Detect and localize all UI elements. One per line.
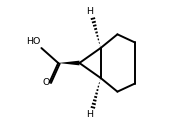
Text: H: H (86, 7, 93, 16)
Polygon shape (58, 61, 79, 65)
Text: H: H (86, 110, 93, 119)
Text: O: O (42, 78, 49, 87)
Text: HO: HO (26, 37, 41, 46)
